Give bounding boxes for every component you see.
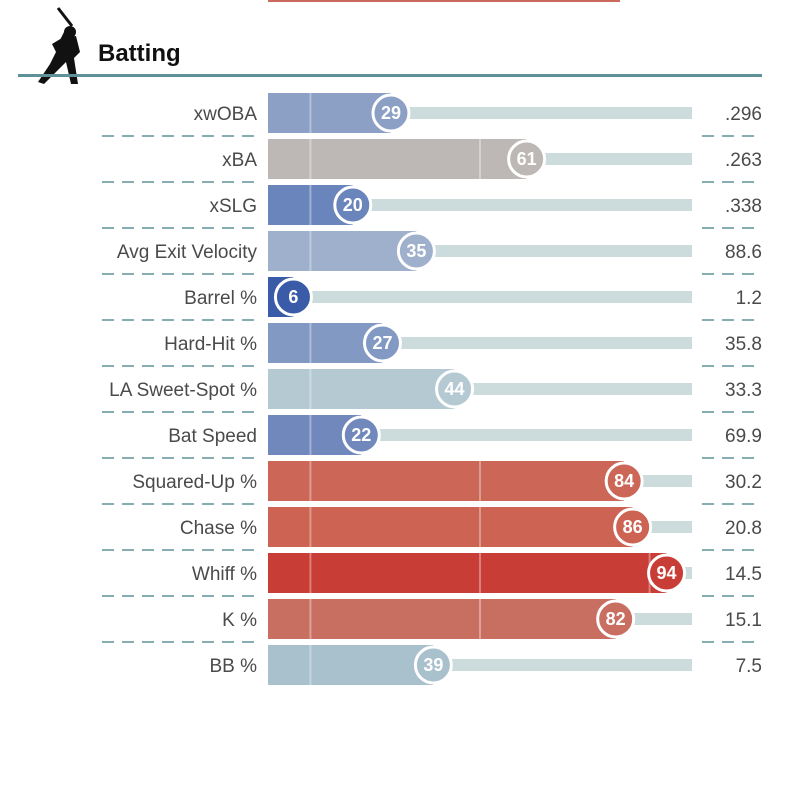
- percentile-bar: [268, 231, 417, 271]
- percentile-badge: [396, 231, 436, 271]
- metric-label: LA Sweet-Spot %: [109, 380, 257, 401]
- metric-label: Squared-Up %: [132, 472, 257, 493]
- metric-label: xSLG: [209, 196, 257, 217]
- percentile-value: 29: [381, 103, 401, 123]
- percentile-track: [268, 199, 692, 211]
- reference-line: [309, 185, 312, 225]
- reference-line: [479, 599, 481, 639]
- metric-stat-value: 7.5: [736, 656, 762, 677]
- reference-line: [309, 231, 312, 271]
- metric-stat-value: 20.8: [725, 518, 762, 539]
- metric-stat-value: 14.5: [725, 564, 762, 585]
- percentile-badge: [507, 139, 547, 179]
- percentile-value: 86: [623, 517, 643, 537]
- reference-line: [309, 139, 312, 179]
- percentile-bar: [268, 645, 434, 685]
- percentile-value: 82: [606, 609, 626, 629]
- reference-line: [309, 323, 312, 363]
- metric-stat-value: .338: [725, 196, 762, 217]
- metric-stat-value: .263: [725, 150, 762, 171]
- reference-line: [309, 645, 312, 685]
- percentile-value: 27: [372, 333, 392, 353]
- percentile-value: 39: [423, 655, 443, 675]
- section-divider: [18, 74, 762, 77]
- metric-label: Bat Speed: [168, 426, 257, 447]
- metric-label: Chase %: [180, 518, 257, 539]
- percentile-badge: [435, 369, 475, 409]
- percentile-bar: [268, 369, 455, 409]
- metric-stat-value: 69.9: [725, 426, 762, 447]
- metric-label: Avg Exit Velocity: [117, 242, 258, 263]
- reference-line: [309, 461, 312, 501]
- metric-label: Hard-Hit %: [164, 334, 257, 355]
- metric-label: xBA: [222, 150, 257, 171]
- percentile-badge: [413, 645, 453, 685]
- metric-stat-value: 35.8: [725, 334, 762, 355]
- reference-line: [479, 461, 481, 501]
- percentile-value: 6: [288, 287, 298, 307]
- reference-line: [309, 93, 312, 133]
- metric-stat-value: 15.1: [725, 610, 762, 631]
- batter-silhouette-icon: [38, 7, 80, 84]
- reference-line: [309, 369, 312, 409]
- percentile-badge: [333, 185, 373, 225]
- percentile-bar: [268, 461, 625, 501]
- metric-stat-value: 33.3: [725, 380, 762, 401]
- percentile-badge: [613, 507, 653, 547]
- section-title: Batting: [98, 40, 181, 67]
- percentile-bar: [268, 599, 616, 639]
- percentile-value: 20: [343, 195, 363, 215]
- metric-label: xwOBA: [194, 104, 258, 125]
- reference-line: [479, 139, 481, 179]
- reference-line: [309, 415, 312, 455]
- reference-line: [479, 507, 481, 547]
- reference-line: [479, 553, 481, 593]
- reference-line: [309, 507, 312, 547]
- percentile-badge: [273, 277, 313, 317]
- percentile-badge: [362, 323, 402, 363]
- percentile-bar: [268, 507, 633, 547]
- percentile-bar: [268, 553, 667, 593]
- percentile-badge: [647, 553, 687, 593]
- metric-stat-value: 30.2: [725, 472, 762, 493]
- percentile-badge: [604, 461, 644, 501]
- metric-stat-value: 1.2: [736, 288, 762, 309]
- percentile-value: 35: [406, 241, 426, 261]
- metric-label: Whiff %: [192, 564, 257, 585]
- metric-label: Barrel %: [184, 288, 257, 309]
- metric-label: K %: [222, 610, 257, 631]
- percentile-bar: [268, 139, 527, 179]
- percentile-badge: [371, 93, 411, 133]
- percentile-value: 94: [657, 563, 677, 583]
- metric-stat-value: .296: [725, 104, 762, 125]
- metric-stat-value: 88.6: [725, 242, 762, 263]
- percentile-value: 84: [614, 471, 634, 491]
- percentile-bar: [268, 93, 391, 133]
- percentile-badge: [596, 599, 636, 639]
- reference-line: [309, 553, 312, 593]
- metric-label: BB %: [209, 656, 257, 677]
- previous-section-edge: [268, 0, 620, 2]
- reference-line: [309, 599, 312, 639]
- percentile-value: 22: [351, 425, 371, 445]
- percentile-value: 44: [445, 379, 465, 399]
- percentile-badge: [341, 415, 381, 455]
- percentile-track: [268, 291, 692, 303]
- percentile-value: 61: [517, 149, 537, 169]
- metric-rows: 29 xwOBA .296 61 xBA .263 20 xSLG .338 35 Avg Exit…: [102, 93, 762, 685]
